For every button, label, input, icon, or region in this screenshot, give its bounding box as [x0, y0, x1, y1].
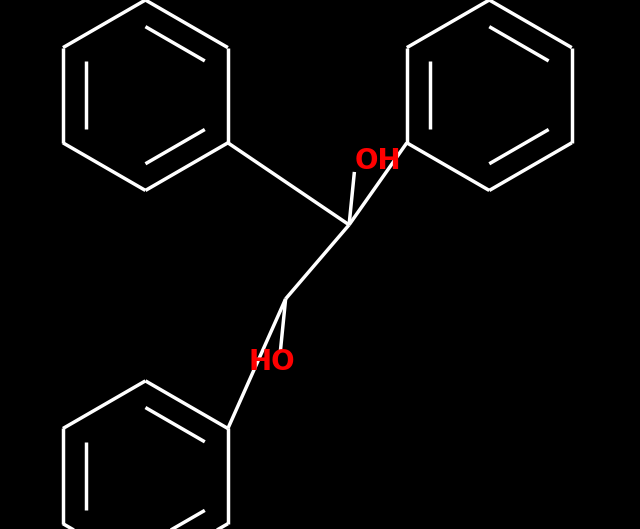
Text: OH: OH: [355, 148, 401, 175]
Text: HO: HO: [248, 349, 295, 376]
